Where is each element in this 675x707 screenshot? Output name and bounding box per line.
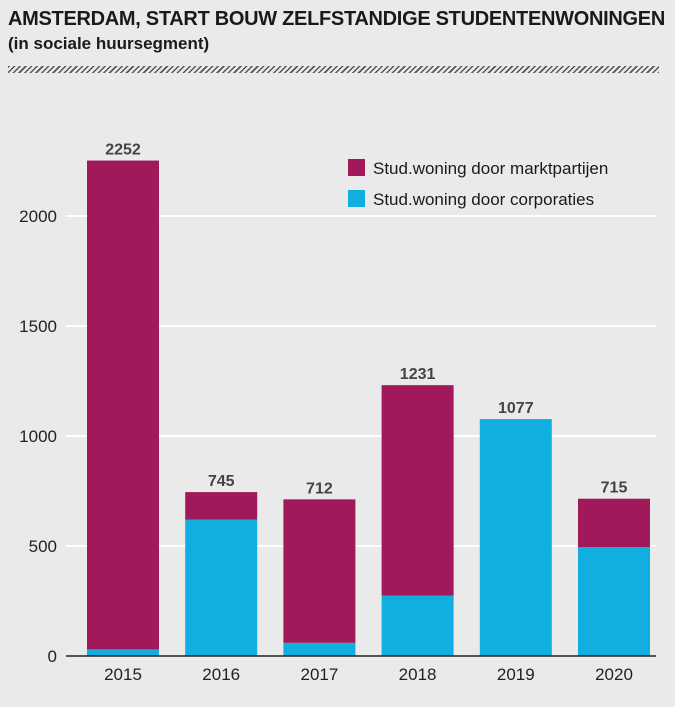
legend-swatch-marktpartijen <box>348 159 365 176</box>
bar-marktpartijen <box>381 385 454 596</box>
legend-label: Stud.woning door marktpartijen <box>373 159 608 178</box>
y-tick-label: 500 <box>29 537 57 556</box>
bar-marktpartijen <box>185 492 258 520</box>
y-tick-label: 0 <box>48 647 57 666</box>
bar-marktpartijen <box>283 499 356 643</box>
y-tick-label: 1500 <box>19 317 57 336</box>
x-tick-label: 2017 <box>300 665 338 684</box>
x-tick-label: 2016 <box>202 665 240 684</box>
bar-total-label: 1231 <box>400 366 436 383</box>
x-tick-label: 2015 <box>104 665 142 684</box>
bar-total-label: 745 <box>208 473 235 490</box>
bar-total-label: 1077 <box>498 400 534 417</box>
bar-marktpartijen <box>87 160 159 650</box>
bar-corporaties <box>185 519 258 656</box>
y-tick-label: 2000 <box>19 207 57 226</box>
bar-corporaties <box>283 642 356 656</box>
hatched-divider <box>8 66 659 73</box>
bar-marktpartijen <box>578 498 650 548</box>
x-tick-label: 2019 <box>497 665 535 684</box>
y-tick-label: 1000 <box>19 427 57 446</box>
legend-label: Stud.woning door corporaties <box>373 190 594 209</box>
x-tick-label: 2020 <box>595 665 633 684</box>
bar-total-label: 2252 <box>105 142 141 159</box>
chart-subtitle: (in sociale huursegment) <box>8 34 210 53</box>
bar-corporaties <box>381 595 454 656</box>
legend-swatch-corporaties <box>348 190 365 207</box>
bar-total-label: 715 <box>601 480 628 497</box>
bar-corporaties <box>479 419 552 656</box>
bar-corporaties <box>87 649 159 656</box>
x-tick-label: 2018 <box>399 665 437 684</box>
bar-total-label: 712 <box>306 480 333 497</box>
bar-corporaties <box>578 547 650 656</box>
chart-title: AMSTERDAM, START BOUW ZELFSTANDIGE STUDE… <box>8 8 665 30</box>
